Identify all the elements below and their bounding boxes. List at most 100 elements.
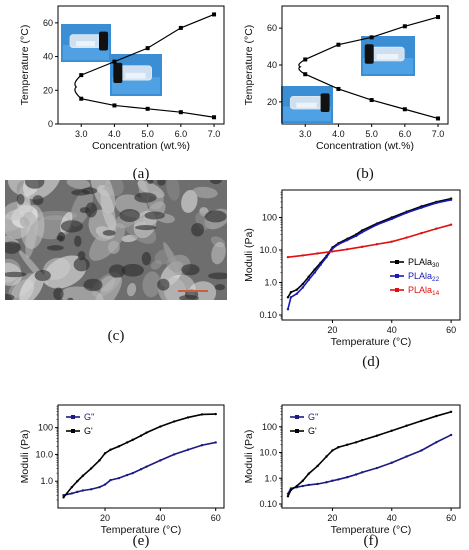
vial-cap xyxy=(320,93,330,112)
vial-cap xyxy=(364,44,374,64)
sem-fiber xyxy=(142,271,161,298)
data-point xyxy=(313,271,316,274)
legend-label: G'' xyxy=(84,412,95,422)
legend-label: G' xyxy=(308,426,317,436)
data-point xyxy=(307,483,310,487)
panel-label-c: (c) xyxy=(108,328,125,344)
data-point xyxy=(325,481,328,484)
data-point xyxy=(131,438,134,442)
x-tick-label: 40 xyxy=(387,513,397,523)
data-point xyxy=(435,414,438,418)
vial-content xyxy=(76,41,95,47)
data-point xyxy=(346,248,349,251)
sem-fiber xyxy=(166,180,180,201)
data-point xyxy=(354,441,358,444)
legend-marker xyxy=(395,274,399,278)
sem-pore xyxy=(5,241,21,254)
data-point xyxy=(212,115,217,120)
plot-frame xyxy=(57,404,225,509)
data-point xyxy=(390,461,393,464)
data-point xyxy=(286,255,290,259)
sem-fiber xyxy=(191,186,218,199)
data-point xyxy=(145,46,150,51)
sem-fiber xyxy=(60,286,104,300)
sem-fiber xyxy=(100,189,116,231)
panel-label-a: (a) xyxy=(133,166,150,182)
sem-fiber xyxy=(181,189,198,213)
y-tick-label: 60 xyxy=(267,23,277,33)
data-point xyxy=(449,223,453,226)
panel-a-chart: 3.0 4.0 5.0 6.0 7.0 0 20 40 60 Concentration (wt.… xyxy=(19,5,225,182)
sem-fiber xyxy=(150,260,162,270)
sem-pore xyxy=(53,287,64,300)
x-tick-label: 20 xyxy=(327,513,337,523)
panel-label-d: (d) xyxy=(362,354,380,370)
data-point xyxy=(319,263,322,266)
sem-pore xyxy=(46,245,64,251)
legend-marker xyxy=(295,415,299,419)
x-tick-label: 6.0 xyxy=(399,129,412,139)
sem-pore xyxy=(214,284,225,291)
legend-label: PLAla30 xyxy=(408,257,440,269)
x-tick-label: 60 xyxy=(211,513,221,523)
data-point xyxy=(301,282,304,286)
data-point xyxy=(390,240,393,243)
data-point xyxy=(98,459,101,462)
data-point xyxy=(316,482,319,486)
sem-fiber xyxy=(91,276,123,300)
x-tick-label: 40 xyxy=(155,513,165,523)
data-point xyxy=(316,252,319,255)
y-tick-label: 100 xyxy=(262,422,277,432)
data-point xyxy=(325,255,328,259)
data-point xyxy=(109,478,112,482)
data-point xyxy=(178,25,183,30)
x-tick-label: 40 xyxy=(387,325,397,335)
data-point xyxy=(337,243,340,246)
legend-label-sub: 22 xyxy=(432,276,440,283)
plot-frame xyxy=(57,5,225,125)
x-tick-label: 5.0 xyxy=(141,129,154,139)
legend-label: G'' xyxy=(308,412,319,422)
data-point xyxy=(336,42,341,47)
data-point xyxy=(405,211,408,214)
data-point xyxy=(354,234,358,238)
sem-pore xyxy=(147,180,154,185)
sem-texture xyxy=(5,180,227,300)
sem-pore xyxy=(16,193,25,205)
legend-marker xyxy=(71,429,75,433)
data-point xyxy=(173,420,176,423)
data-point xyxy=(303,57,308,62)
legend-label-sub: 14 xyxy=(432,290,440,297)
sem-pore xyxy=(141,251,152,266)
legend-label-sub: 30 xyxy=(432,262,440,269)
data-point xyxy=(186,416,190,419)
legend-label-main: PLAla xyxy=(408,257,432,267)
data-point xyxy=(390,217,393,221)
sem-pore xyxy=(71,189,90,196)
data-point xyxy=(117,476,121,480)
y-tick-label: 1.0 xyxy=(264,473,277,483)
x-axis-label: Temperature (°C) xyxy=(101,524,182,536)
data-point xyxy=(307,275,310,278)
sem-pore xyxy=(67,297,74,300)
data-point xyxy=(289,488,293,492)
sem-pore xyxy=(85,202,97,218)
data-point xyxy=(337,478,340,481)
series-line xyxy=(287,223,452,258)
y-tick-label: 20 xyxy=(267,97,277,107)
sem-pore xyxy=(56,235,64,241)
series-line xyxy=(287,411,452,497)
panel-b-chart: 3.0 4.0 5.0 6.0 7.0 20 40 60 Concentration (wt.%… xyxy=(243,5,449,182)
legend-marker xyxy=(295,429,299,433)
x-tick-label: 4.0 xyxy=(108,129,121,139)
x-axis-label: Temperature (°C) xyxy=(331,524,412,536)
legend-label-main: PLAla xyxy=(408,271,432,281)
data-point xyxy=(316,464,319,468)
legend-label: PLAla22 xyxy=(408,271,440,283)
legend-marker xyxy=(71,415,75,419)
data-point xyxy=(420,206,423,209)
sem-pore xyxy=(157,278,170,291)
legend-marker xyxy=(395,260,399,264)
data-point xyxy=(145,106,150,111)
sem-pore xyxy=(208,272,227,280)
